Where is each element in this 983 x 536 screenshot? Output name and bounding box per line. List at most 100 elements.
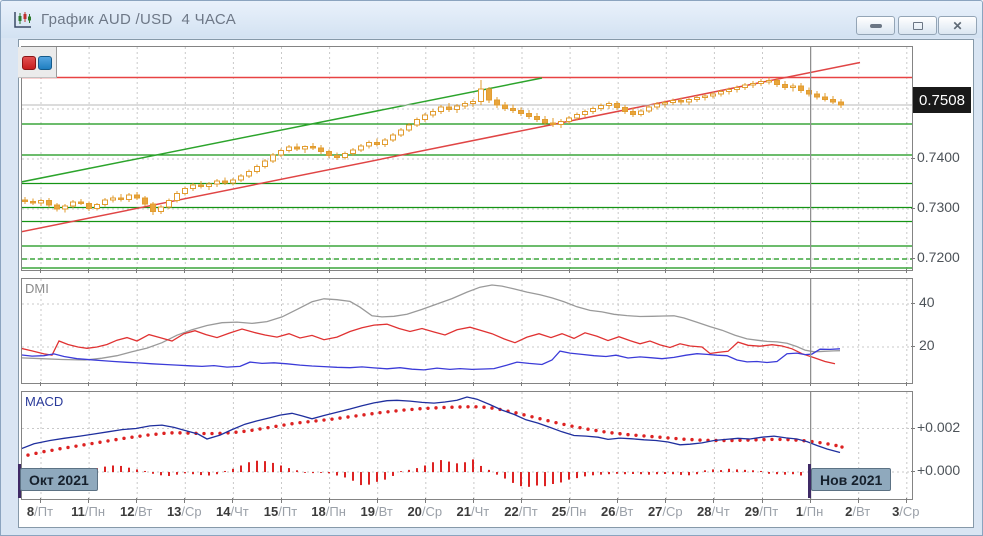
adx-line <box>22 284 841 361</box>
x-axis-label: 11/Пн <box>71 504 106 519</box>
axis-tick <box>761 269 763 273</box>
axis-tick <box>184 382 186 386</box>
sell-marker-button[interactable] <box>22 56 36 70</box>
macd-line <box>22 396 841 454</box>
title-bar[interactable]: График AUD /USD 4 ЧАСА <box>1 1 982 38</box>
axis-tick <box>911 471 915 473</box>
price-axis-label: 0.7400 <box>917 149 960 165</box>
axis-tick <box>280 498 282 503</box>
axis-tick <box>40 382 41 386</box>
month-separator-oct <box>18 464 21 498</box>
month-badge-oct: Окт 2021 <box>20 468 98 491</box>
axis-tick <box>911 258 915 259</box>
axis-tick <box>328 382 330 386</box>
axis-tick <box>88 498 90 503</box>
minimize-icon <box>869 23 882 28</box>
axis-tick <box>328 498 330 503</box>
dmi-axis-label: 20 <box>919 337 935 354</box>
macd-axis-label: +0.002 <box>917 418 961 435</box>
chart-objects-tab <box>18 47 57 78</box>
close-icon: ✕ <box>952 18 963 33</box>
candlestick-chart-icon <box>14 11 31 28</box>
axis-tick <box>40 269 41 273</box>
axis-tick <box>617 269 619 273</box>
axis-tick <box>857 382 859 386</box>
axis-tick <box>905 498 907 503</box>
axis-tick <box>136 269 138 273</box>
axis-tick <box>232 382 234 386</box>
x-axis-label: 15/Пт <box>263 504 298 519</box>
month-badge-nov: Нов 2021 <box>811 468 892 491</box>
dmi-indicator-chart[interactable] <box>21 278 913 384</box>
axis-tick <box>472 498 474 503</box>
x-axis-label: 8/Пт <box>26 504 54 519</box>
x-axis-label: 20/Ср <box>407 504 443 519</box>
axis-tick <box>521 382 522 386</box>
axis-tick <box>809 382 811 386</box>
trendline-green-channel-top[interactable] <box>21 77 543 183</box>
signal-line-dots <box>26 405 844 457</box>
axis-tick <box>857 498 859 503</box>
axis-tick <box>911 346 915 348</box>
price-chart[interactable] <box>21 46 913 271</box>
dmi-label: DMI <box>25 281 49 296</box>
x-axis-label: 28/Чт <box>697 504 730 519</box>
axis-tick <box>232 269 234 273</box>
axis-tick <box>665 269 667 273</box>
month-separator-nov <box>808 464 811 498</box>
axis-tick <box>713 382 715 386</box>
axis-tick <box>88 382 90 386</box>
restore-button[interactable] <box>898 16 937 35</box>
axis-tick <box>40 498 41 503</box>
axis-tick <box>905 269 907 273</box>
axis-tick <box>88 269 90 273</box>
close-button[interactable]: ✕ <box>938 16 977 35</box>
macd-indicator-chart[interactable] <box>21 391 913 500</box>
x-axis-label: 3/Ср <box>892 504 920 519</box>
minus-di-line <box>22 348 841 371</box>
axis-tick <box>376 269 378 273</box>
trendline-red-channel-support[interactable] <box>21 61 861 233</box>
axis-tick <box>569 382 571 386</box>
minimize-button[interactable] <box>856 16 895 35</box>
axis-tick <box>809 269 811 273</box>
x-axis-label: 29/Пт <box>744 504 779 519</box>
axis-tick <box>280 382 282 386</box>
axis-tick <box>905 382 907 386</box>
price-axis-label: 0.7300 <box>917 199 960 215</box>
dmi-axis-label: 40 <box>919 293 935 310</box>
x-axis-label: 18/Пн <box>311 504 346 519</box>
candlesticks <box>22 77 844 215</box>
axis-tick <box>713 498 715 503</box>
axis-tick <box>328 269 330 273</box>
axis-tick <box>472 269 474 273</box>
restore-icon <box>912 21 923 30</box>
axis-tick <box>424 498 426 503</box>
axis-tick <box>424 382 426 386</box>
axis-tick <box>136 382 138 386</box>
axis-tick <box>911 427 915 429</box>
axis-tick <box>424 269 426 273</box>
buy-marker-button[interactable] <box>38 56 52 70</box>
axis-tick <box>569 498 571 503</box>
x-axis-label: 13/Ср <box>166 504 202 519</box>
macd-label: MACD <box>25 394 64 409</box>
axis-tick <box>665 382 667 386</box>
x-axis-label: 2/Вт <box>845 504 871 519</box>
window-title: График AUD /USD 4 ЧАСА <box>41 11 237 28</box>
current-price-badge: 0.7508 <box>913 87 971 113</box>
vertical-gridlines <box>40 392 908 499</box>
axis-tick <box>761 382 763 386</box>
axis-tick <box>911 208 915 209</box>
axis-tick <box>665 498 667 503</box>
axis-tick <box>761 498 763 503</box>
x-axis-label: 27/Ср <box>647 504 683 519</box>
axis-tick <box>376 382 378 386</box>
x-axis-label: 22/Пт <box>504 504 538 519</box>
x-axis-label: 25/Пн <box>551 504 587 519</box>
axis-tick <box>713 269 715 273</box>
axis-tick <box>911 302 915 304</box>
axis-tick <box>472 382 474 386</box>
axis-tick <box>280 269 282 273</box>
